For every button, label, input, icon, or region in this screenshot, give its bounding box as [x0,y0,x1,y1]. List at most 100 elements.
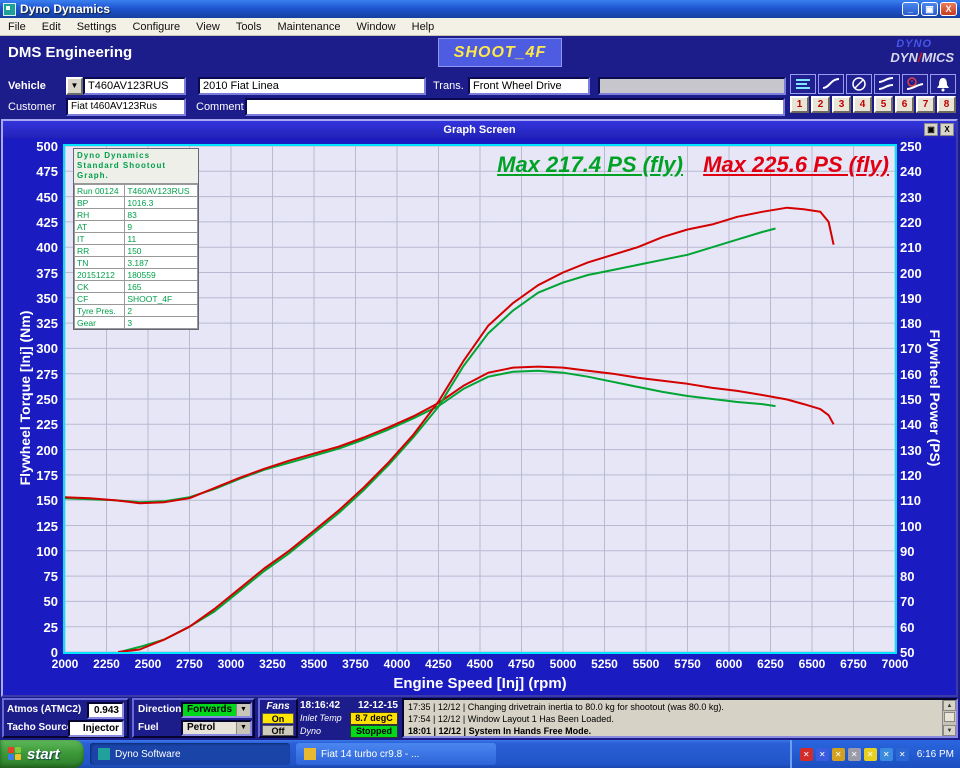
rpm-axis-title: Engine Speed [Inj] (rpm) [63,675,897,692]
run-button-8[interactable]: 8 [937,96,956,113]
menu-help[interactable]: Help [404,21,443,33]
torque-tick-300: 300 [3,341,58,356]
fans-off-button[interactable]: Off [262,725,294,736]
close-icon[interactable]: X [940,2,957,16]
atmos-label: Atmos (ATMC2) [7,704,81,715]
log-line: 17:35 | 12/12 | Changing drivetrain iner… [408,701,940,713]
torque-tick-325: 325 [3,316,58,331]
power-tick-180: 180 [900,316,950,331]
graph-window: Graph Screen ▣ X Flywheel Torque [Inj] (… [1,119,958,697]
menu-bar: FileEditSettingsConfigureViewToolsMainte… [0,18,960,36]
menu-view[interactable]: View [188,21,228,33]
atmos-value: 0.943 [87,702,124,719]
system-log[interactable]: 17:35 | 12/12 | Changing drivetrain iner… [402,698,958,738]
chevron-down-icon[interactable]: ▼ [236,704,250,716]
log-scrollbar[interactable]: ▲ ▼ [942,700,956,736]
graph-restore-icon[interactable]: ▣ [924,123,938,136]
vehicle-label: Vehicle [8,80,46,92]
menu-window[interactable]: Window [349,21,404,33]
fuel-dropdown[interactable]: Petrol ▼ [181,720,252,736]
direction-value: Forwards [183,704,236,716]
task-icon [304,748,316,760]
taskbar-task-1[interactable]: Dyno Software [90,743,290,765]
fans-on-button[interactable]: On [262,713,294,724]
torque-tick-50: 50 [3,594,58,609]
run-button-1[interactable]: 1 [790,96,809,113]
power-tick-210: 210 [900,240,950,255]
scroll-thumb[interactable] [944,712,955,722]
gauge-icon[interactable] [846,74,872,94]
scroll-up-icon[interactable]: ▲ [943,700,956,711]
run-select-toolbar: 12345678 [790,96,956,113]
run-info-table: Dyno Dynamics Standard Shootout Graph. R… [73,148,199,330]
log-line: 18:01 | 12/12 | System In Hands Free Mod… [408,725,940,737]
power-tick-60: 60 [900,620,950,635]
menu-maintenance[interactable]: Maintenance [270,21,349,33]
run-info-row: TN3.187 [75,257,198,269]
logo-bottom-text: DYN/MICS [890,51,954,64]
run-info-row: Tyre Pres.2 [75,305,198,317]
menu-file[interactable]: File [0,21,34,33]
trans-field[interactable]: Front Wheel Drive [468,77,590,95]
dyno-state-label: Dyno [300,726,321,736]
scheduler-icon[interactable]: ✕ [848,748,861,761]
start-button[interactable]: start [0,740,84,768]
curve-icon[interactable] [818,74,844,94]
comment-field[interactable] [245,98,785,116]
atmos-panel: Atmos (ATMC2) 0.943 Tacho Source Injecto… [2,698,129,738]
power-tick-140: 140 [900,417,950,432]
torque-tick-250: 250 [3,392,58,407]
menu-tools[interactable]: Tools [228,21,270,33]
start-label: start [27,746,60,763]
volume-icon[interactable]: ✕ [864,748,877,761]
menu-settings[interactable]: Settings [69,21,125,33]
run-info-row: IT11 [75,233,198,245]
direction-dropdown[interactable]: Forwards ▼ [181,702,252,718]
vehicle-desc-field[interactable]: 2010 Fiat Linea [198,77,426,95]
torque-tick-175: 175 [3,468,58,483]
minimize-icon[interactable]: _ [902,2,919,16]
fuel-label: Fuel [138,722,159,733]
waves-icon[interactable] [874,74,900,94]
phone-icon[interactable]: ✕ [832,748,845,761]
torque-tick-125: 125 [3,519,58,534]
run-info-header: Dyno Dynamics Standard Shootout Graph. [74,149,198,184]
log-line: 17:54 | 12/12 | Window Layout 1 Has Been… [408,713,940,725]
vehicle-id-field[interactable]: T460AV123RUS [83,77,186,95]
chevron-down-icon[interactable]: ▼ [236,722,250,734]
power-tick-90: 90 [900,544,950,559]
graph-close-icon[interactable]: X [940,123,954,136]
torque-tick-275: 275 [3,367,58,382]
menu-lines-icon[interactable] [790,74,816,94]
torque-tick-475: 475 [3,164,58,179]
run-button-7[interactable]: 7 [916,96,935,113]
run-button-3[interactable]: 3 [832,96,851,113]
rpm-tick-7000: 7000 [867,657,923,671]
torque-tick-350: 350 [3,291,58,306]
power-tick-120: 120 [900,468,950,483]
taskbar-task-2[interactable]: Fiat 14 turbo cr9.8 - ... [296,743,496,765]
torque-tick-75: 75 [3,569,58,584]
vehicle-dropdown-button[interactable]: ▼ [66,77,83,95]
network-icon[interactable]: ✕ [880,748,893,761]
dyno-dynamics-logo: DYNO DYN/MICS [890,38,954,64]
menu-edit[interactable]: Edit [34,21,69,33]
run-button-5[interactable]: 5 [874,96,893,113]
dyno-plot[interactable]: Max 217.4 PS (fly) Max 225.6 PS (fly) Dy… [63,144,897,654]
updates-icon[interactable]: ✕ [896,748,909,761]
messenger-icon[interactable]: ✕ [816,748,829,761]
timer-curve-icon[interactable] [902,74,928,94]
customer-field[interactable]: Fiat t460AV123Rus [66,98,186,116]
security-alert-icon[interactable]: ✕ [800,748,813,761]
shootout-mode-button[interactable]: SHOOT_4F [438,38,562,67]
menu-configure[interactable]: Configure [124,21,188,33]
run-button-4[interactable]: 4 [853,96,872,113]
run-button-2[interactable]: 2 [811,96,830,113]
scroll-down-icon[interactable]: ▼ [943,725,956,736]
run-info-row: RH83 [75,209,198,221]
max-power-red: Max 225.6 PS (fly) [703,152,889,177]
bell-icon[interactable] [930,74,956,94]
restore-icon[interactable]: ▣ [921,2,938,16]
run-button-6[interactable]: 6 [895,96,914,113]
app-icon [3,3,16,16]
